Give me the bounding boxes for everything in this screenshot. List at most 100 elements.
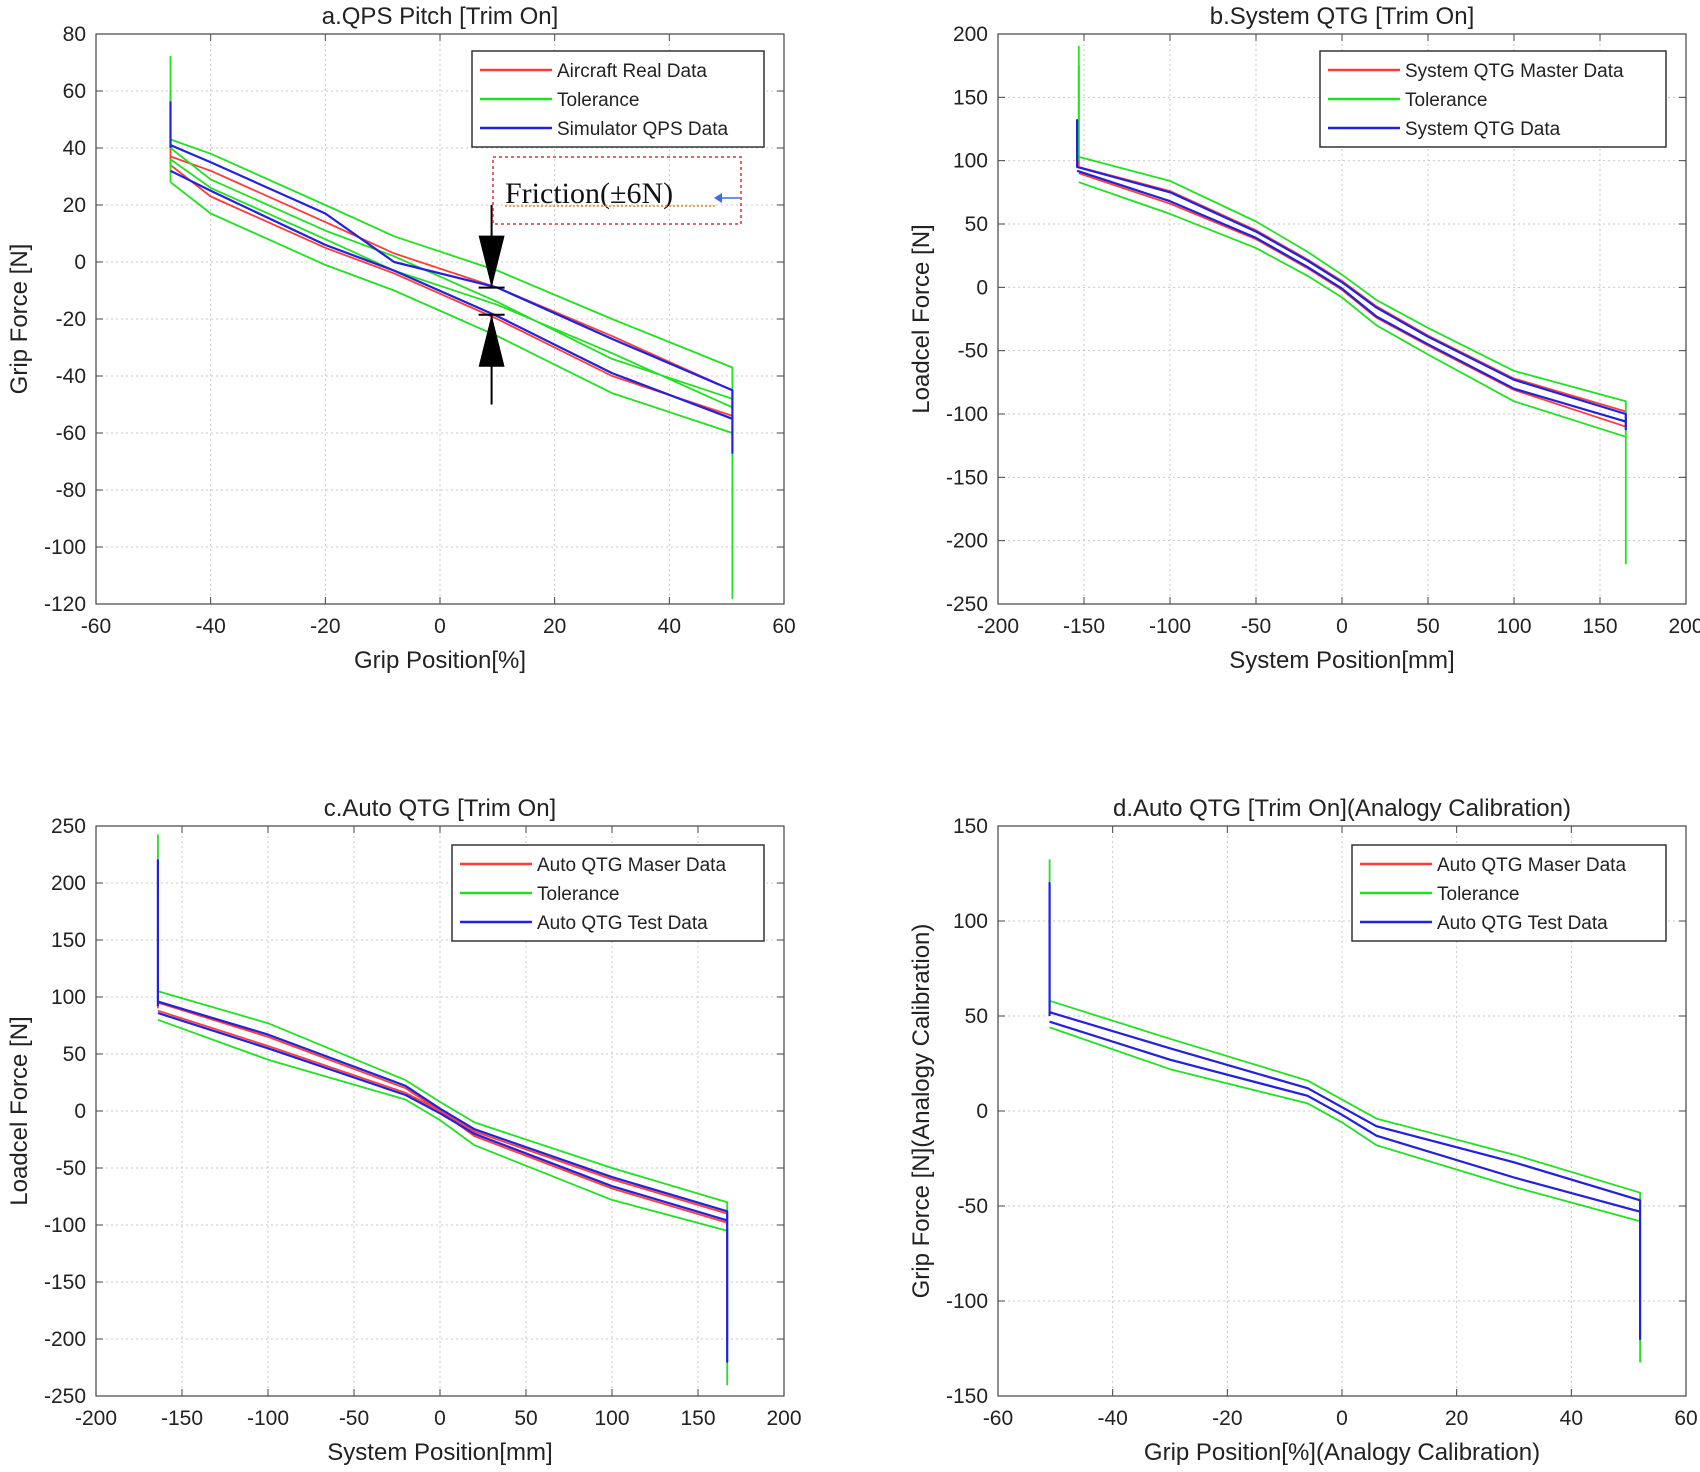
legend: Auto QTG Maser Data Tolerance Auto QTG Tes…	[1351, 844, 1667, 942]
y-tick-label: -40	[56, 365, 86, 388]
x-tick-label: -200	[75, 1407, 117, 1430]
x-tick-label: 20	[1445, 1407, 1468, 1430]
y-tick-label: -250	[44, 1385, 86, 1408]
chart-title: b.System QTG [Trim On]	[1210, 3, 1474, 30]
x-tick-label: -50	[339, 1407, 369, 1430]
friction-pointer-head	[714, 193, 722, 203]
y-tick-label: 40	[63, 137, 86, 160]
chart-title: c.Auto QTG [Trim On]	[324, 795, 556, 822]
y-tick-label: 50	[965, 1005, 988, 1028]
x-tick-label: -60	[81, 615, 111, 638]
y-tick-label: 100	[953, 150, 988, 173]
x-tick-label: 60	[772, 615, 795, 638]
x-tick-label: 200	[1668, 615, 1700, 638]
legend-label: Auto QTG Test Data	[537, 913, 708, 934]
y-tick-label: -120	[44, 593, 86, 616]
legend-label: Simulator QPS Data	[557, 119, 728, 140]
x-axis-label: System Position[mm]	[327, 1439, 552, 1466]
x-tick-label: -200	[977, 615, 1019, 638]
x-tick-label: 40	[1560, 1407, 1583, 1430]
x-tick-label: 50	[1416, 615, 1439, 638]
y-tick-label: 0	[74, 1100, 86, 1123]
x-tick-label: -50	[1241, 615, 1271, 638]
y-tick-label: -200	[44, 1328, 86, 1351]
x-tick-label: 150	[680, 1407, 715, 1430]
y-tick-label: -60	[56, 422, 86, 445]
x-tick-label: 0	[1336, 1407, 1348, 1430]
x-tick-label: 50	[514, 1407, 537, 1430]
chart-1: -60 -40 -20 0 20 40 60 -120 -100 -80 -60 -40 -20 0 20 4…	[6, 3, 796, 674]
legend: Auto QTG Maser Data Tolerance Auto QTG Tes…	[451, 844, 765, 942]
legend-label: Tolerance	[557, 90, 639, 111]
series-line-green	[156, 834, 729, 1386]
y-tick-label: 80	[63, 23, 86, 46]
x-tick-label: -100	[1149, 615, 1191, 638]
y-tick-label: -250	[946, 593, 988, 616]
y-tick-label: 50	[965, 213, 988, 236]
legend-label: Tolerance	[1437, 884, 1519, 905]
y-tick-label: 150	[953, 86, 988, 109]
legend-label: Tolerance	[537, 884, 619, 905]
x-tick-label: 150	[1582, 615, 1617, 638]
x-tick-label: 0	[434, 1407, 446, 1430]
x-tick-label: -60	[983, 1407, 1013, 1430]
y-tick-label: -150	[946, 466, 988, 489]
x-axis-label: Grip Position[%]	[354, 647, 526, 674]
y-tick-label: -80	[56, 479, 86, 502]
x-tick-label: -40	[1097, 1407, 1127, 1430]
x-tick-label: -150	[1063, 615, 1105, 638]
friction-arrowhead-down	[478, 235, 505, 288]
friction-label-box	[492, 156, 742, 225]
x-tick-label: -100	[247, 1407, 289, 1430]
x-tick-label: 200	[766, 1407, 801, 1430]
legend-label: Aircraft Real Data	[557, 61, 707, 82]
y-tick-label: 0	[74, 251, 86, 274]
x-tick-label: 40	[658, 615, 681, 638]
legend-label: Auto QTG Maser Data	[1437, 855, 1626, 876]
y-tick-label: -200	[946, 530, 988, 553]
y-tick-label: 100	[51, 986, 86, 1009]
y-tick-label: 150	[51, 929, 86, 952]
y-tick-label: 250	[51, 815, 86, 838]
x-tick-label: 100	[1496, 615, 1531, 638]
chart-3: -200 -150 -100 -50 0 50 100 150 200-250-200-150-…	[6, 795, 802, 1466]
y-tick-label: -100	[44, 536, 86, 559]
y-axis-label: Loadcel Force [N]	[908, 224, 935, 413]
legend-label: System QTG Master Data	[1405, 61, 1624, 82]
x-tick-label: 0	[434, 615, 446, 638]
legend: Aircraft Real Data Tolerance Simulator QPS…	[471, 50, 765, 148]
y-tick-label: -100	[44, 1214, 86, 1237]
series-line-blue	[156, 859, 729, 1363]
series-line-blue	[1075, 118, 1627, 431]
series-line-green	[169, 55, 734, 600]
chart-2: -200 -150 -100 -50 0 50 100 150 200-250-200-150-…	[908, 3, 1700, 674]
x-tick-label: 60	[1674, 1407, 1697, 1430]
series-line-green	[1077, 45, 1627, 565]
y-tick-label: -100	[946, 403, 988, 426]
y-axis-label: Grip Force [N]	[6, 244, 33, 395]
legend-label: Auto QTG Maser Data	[537, 855, 726, 876]
y-tick-label: 0	[976, 276, 988, 299]
y-tick-label: -50	[56, 1157, 86, 1180]
x-tick-label: -150	[161, 1407, 203, 1430]
y-tick-label: 200	[51, 872, 86, 895]
x-tick-label: 0	[1336, 615, 1348, 638]
y-tick-label: 60	[63, 80, 86, 103]
y-tick-label: -50	[958, 1195, 988, 1218]
y-axis-label: Loadcel Force [N]	[6, 1016, 33, 1205]
x-tick-label: 20	[543, 615, 566, 638]
x-tick-label: -20	[310, 615, 340, 638]
x-axis-label: Grip Position[%](Analogy Calibration)	[1144, 1439, 1540, 1466]
legend-label: Tolerance	[1405, 90, 1487, 111]
x-axis-label: System Position[mm]	[1229, 647, 1454, 674]
y-tick-label: 0	[976, 1100, 988, 1123]
chart-title: d.Auto QTG [Trim On](Analogy Calibration…	[1113, 795, 1571, 822]
y-tick-label: -50	[958, 340, 988, 363]
series-line-blue	[169, 101, 734, 454]
y-tick-label: -150	[946, 1385, 988, 1408]
y-tick-label: 50	[63, 1043, 86, 1066]
friction-annotation: Friction(±6N)	[478, 156, 742, 405]
legend-label: System QTG Data	[1405, 119, 1561, 140]
series-line-green	[1048, 859, 1641, 1363]
